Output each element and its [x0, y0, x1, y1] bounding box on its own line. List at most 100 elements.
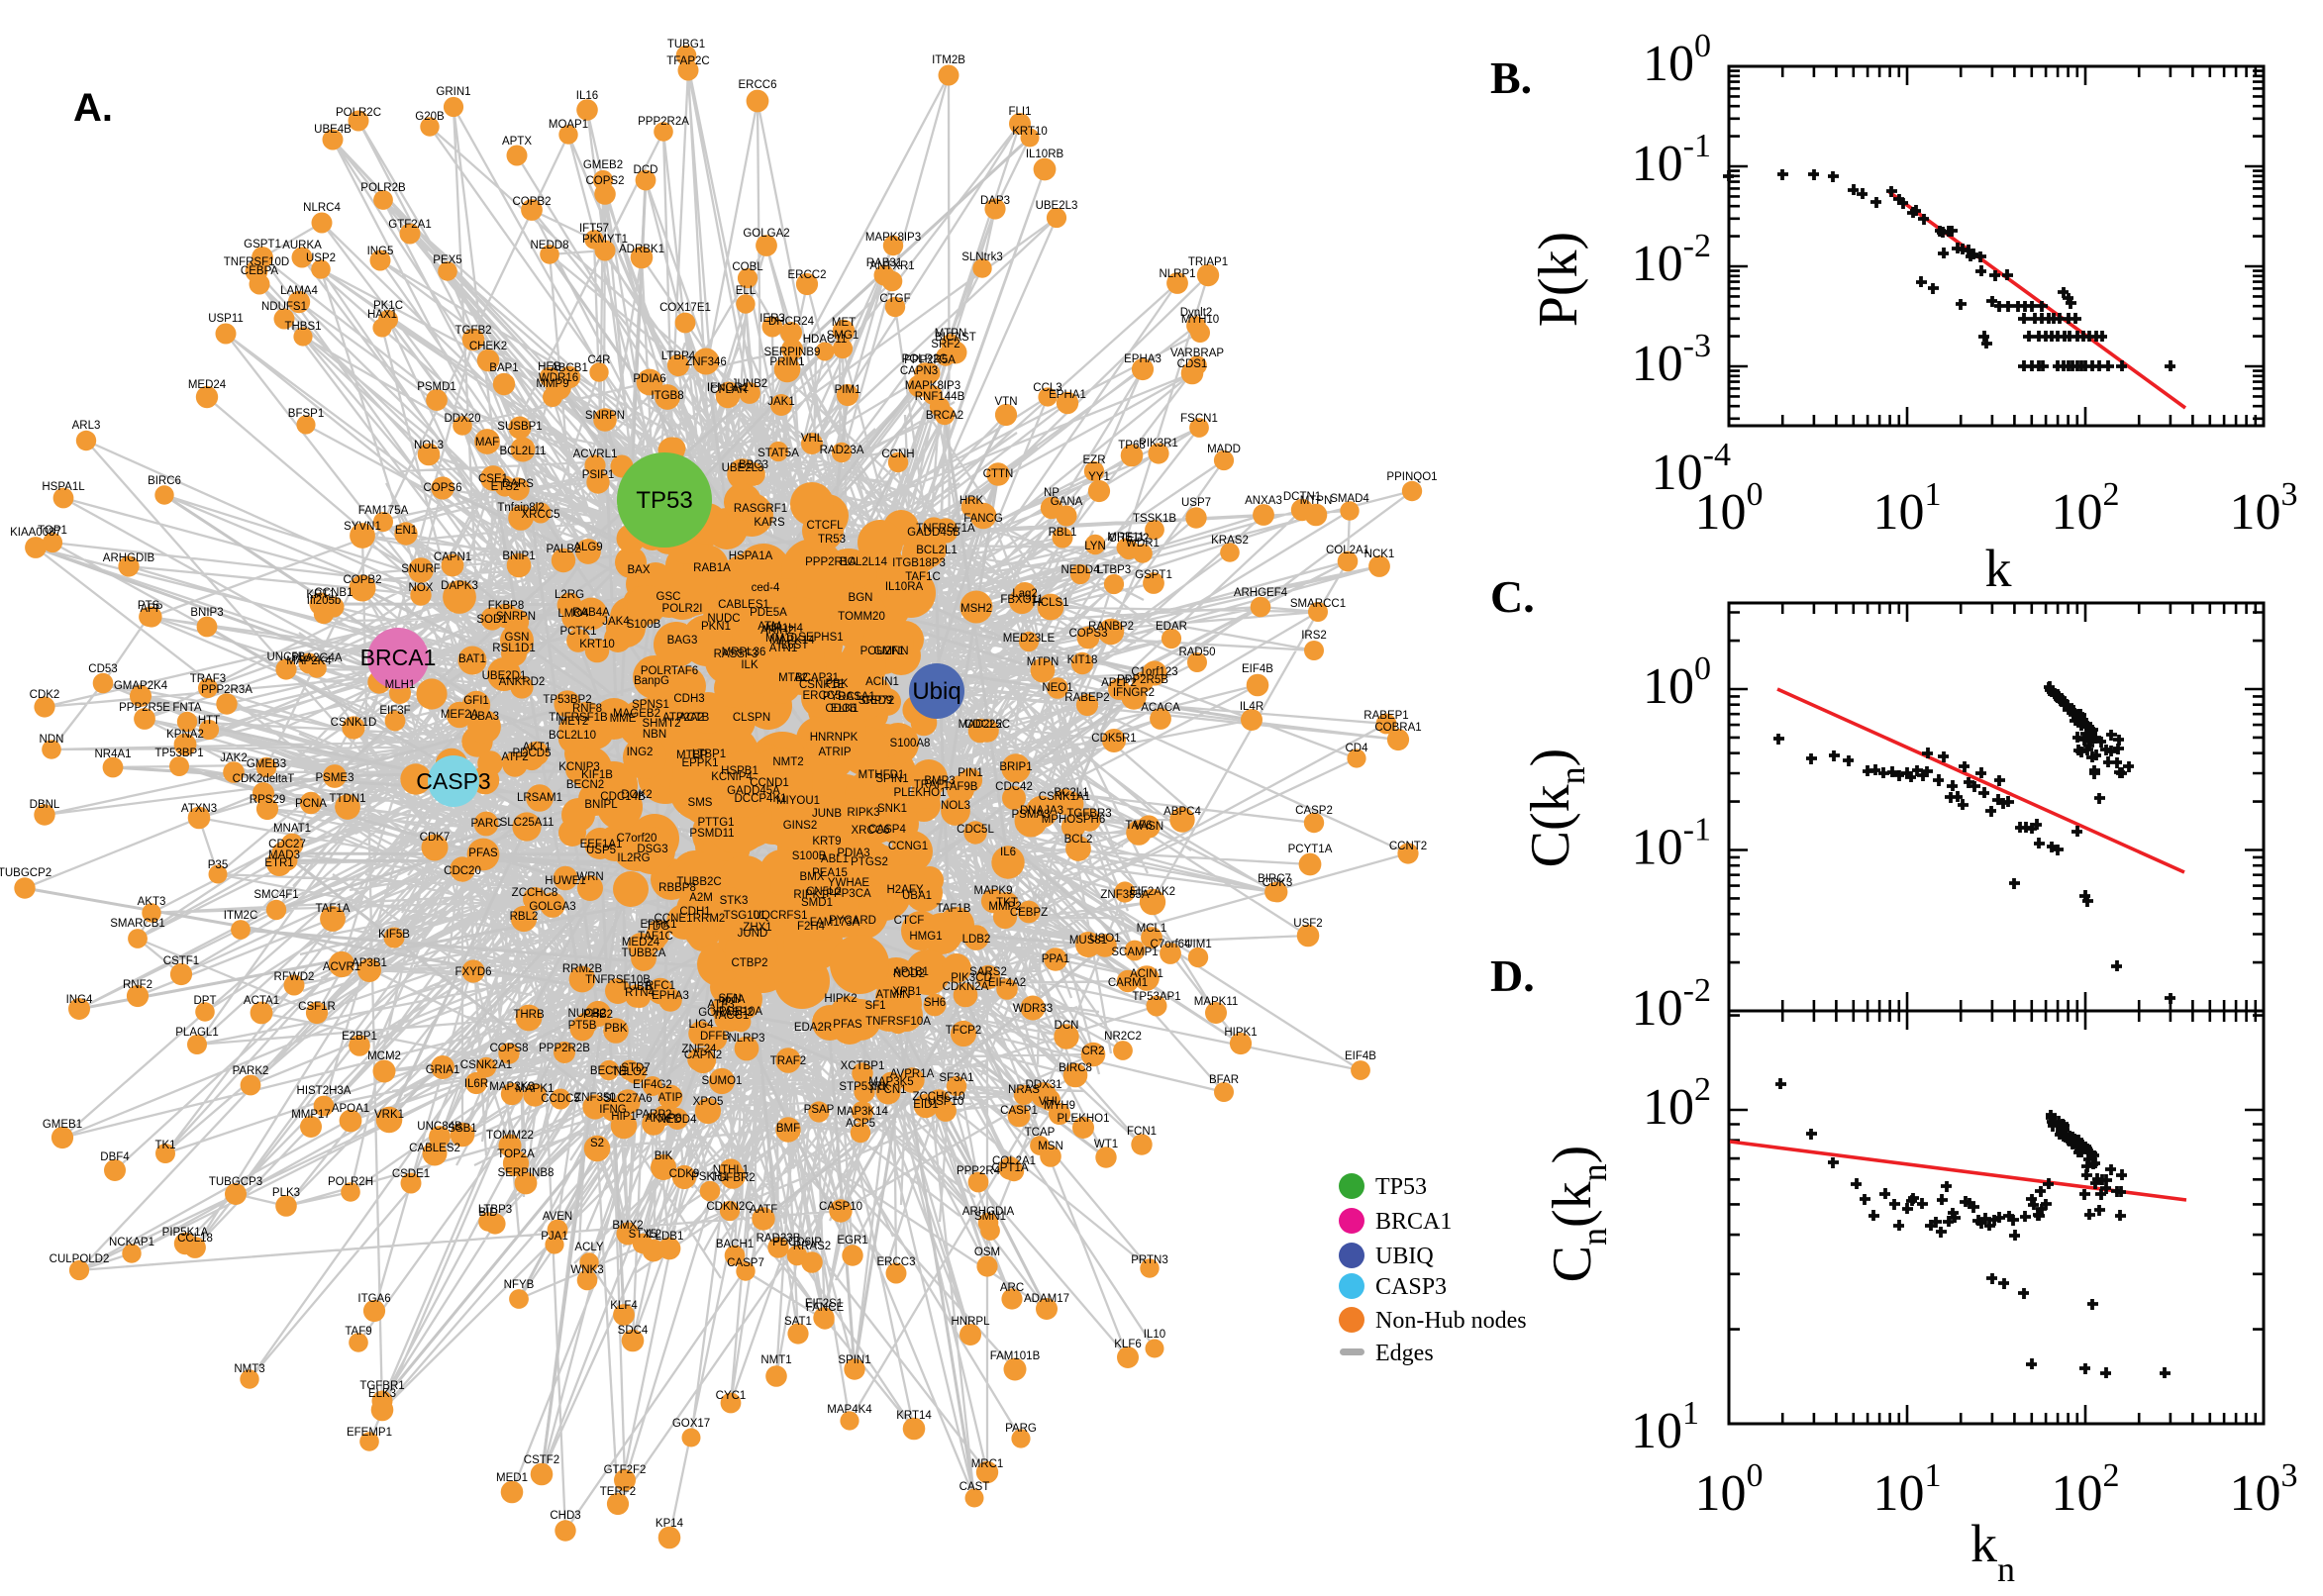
svg-text:HNRPL: HNRPL: [952, 1316, 991, 1328]
svg-text:JAK1: JAK1: [767, 396, 795, 408]
svg-text:IL6R: IL6R: [464, 1078, 488, 1090]
svg-text:YY1: YY1: [1088, 471, 1110, 483]
svg-text:BNIPL: BNIPL: [584, 799, 618, 811]
svg-text:EIF4G2: EIF4G2: [633, 1079, 672, 1091]
svg-text:COBRA1: COBRA1: [1374, 722, 1421, 734]
svg-text:UBE2L3: UBE2L3: [722, 462, 764, 474]
svg-text:GSPT1: GSPT1: [1135, 569, 1172, 581]
svg-text:MED1: MED1: [496, 1472, 528, 1484]
svg-text:RFC1: RFC1: [646, 980, 675, 992]
svg-text:PPINQO1: PPINQO1: [1386, 471, 1437, 483]
svg-text:ING5: ING5: [367, 246, 394, 257]
svg-text:EIF2AK2: EIF2AK2: [1130, 886, 1175, 898]
svg-text:KLF6: KLF6: [1114, 1339, 1142, 1350]
svg-text:CLSPN: CLSPN: [733, 712, 770, 724]
svg-text:USO1: USO1: [1089, 933, 1120, 945]
svg-text:CCNB1: CCNB1: [315, 587, 354, 599]
svg-text:CCDC5: CCDC5: [541, 1093, 580, 1105]
svg-text:VHL: VHL: [1039, 1096, 1061, 1108]
svg-text:SNK1: SNK1: [877, 803, 907, 815]
svg-text:ATF3: ATF3: [707, 999, 734, 1011]
svg-text:ACLY: ACLY: [574, 1242, 604, 1253]
svg-text:RPS29: RPS29: [250, 794, 285, 806]
svg-text:CASP3: CASP3: [1375, 1274, 1447, 1300]
svg-text:ZNF24: ZNF24: [681, 1044, 717, 1055]
svg-text:RASGRF1: RASGRF1: [734, 503, 787, 515]
svg-text:PLEKHO1: PLEKHO1: [893, 787, 946, 799]
svg-text:AATF: AATF: [750, 1204, 778, 1216]
svg-text:CTTN: CTTN: [983, 468, 1014, 480]
svg-text:MSN: MSN: [1038, 1141, 1063, 1152]
svg-text:TERF2: TERF2: [600, 1486, 636, 1498]
svg-text:GMEB2: GMEB2: [583, 159, 623, 171]
svg-text:KRT9: KRT9: [812, 836, 841, 848]
svg-text:LDB2: LDB2: [962, 934, 991, 946]
svg-text:SMARCB1: SMARCB1: [110, 918, 165, 930]
svg-text:FBXO11: FBXO11: [1000, 594, 1043, 606]
svg-text:RIPK1: RIPK1: [793, 889, 826, 901]
svg-text:XCTBP1: XCTBP1: [841, 1060, 885, 1072]
svg-text:KRT1: KRT1: [306, 589, 335, 601]
svg-text:TP53AP1: TP53AP1: [1132, 991, 1180, 1003]
svg-text:IRS2: IRS2: [1301, 630, 1327, 642]
svg-text:BNIP3: BNIP3: [190, 607, 223, 619]
svg-text:EEF1A1: EEF1A1: [580, 839, 623, 850]
svg-text:CFLAR: CFLAR: [710, 384, 748, 396]
svg-text:SMN1: SMN1: [974, 1211, 1006, 1223]
svg-text:G20B: G20B: [415, 111, 445, 123]
svg-text:TFAP2C: TFAP2C: [666, 55, 709, 67]
svg-text:SPIN1: SPIN1: [838, 1354, 870, 1366]
svg-text:CASP10: CASP10: [819, 1201, 862, 1213]
svg-text:MTPN: MTPN: [1027, 656, 1060, 668]
svg-text:BIRC8: BIRC8: [1059, 1062, 1092, 1074]
svg-text:PPP2R3A: PPP2R3A: [201, 684, 252, 696]
svg-text:BCL2L14: BCL2L14: [840, 556, 888, 568]
svg-text:TNFRSF1B: TNFRSF1B: [549, 712, 608, 724]
svg-text:COPS3: COPS3: [1069, 628, 1108, 640]
svg-text:C.: C.: [1490, 571, 1535, 622]
svg-text:SDC4: SDC4: [618, 1325, 649, 1337]
svg-text:NCKAP1: NCKAP1: [109, 1237, 154, 1248]
svg-text:ERCC3: ERCC3: [877, 1256, 916, 1268]
svg-text:GOX17: GOX17: [672, 1418, 710, 1430]
svg-text:PSAP: PSAP: [804, 1104, 835, 1116]
svg-text:KRAS2: KRAS2: [1211, 535, 1249, 547]
svg-text:RNF144B: RNF144B: [915, 391, 965, 403]
svg-text:FLI1: FLI1: [1008, 106, 1031, 118]
svg-text:CULPOLD2: CULPOLD2: [50, 1253, 110, 1265]
svg-text:NCK1: NCK1: [1364, 549, 1395, 560]
svg-text:LTBP3: LTBP3: [478, 1204, 512, 1216]
svg-text:IL2: IL2: [646, 1229, 661, 1241]
svg-text:ZNF346: ZNF346: [685, 356, 727, 368]
svg-text:TAF9: TAF9: [345, 1326, 371, 1338]
svg-text:PSKH1: PSKH1: [691, 1171, 729, 1183]
svg-text:MUS81: MUS81: [1069, 935, 1107, 947]
svg-text:HSPA1A: HSPA1A: [729, 550, 773, 562]
svg-text:Ubiq: Ubiq: [912, 678, 960, 705]
svg-text:CASP3: CASP3: [416, 768, 490, 794]
svg-text:S100B: S100B: [792, 850, 827, 862]
svg-text:PDE10A: PDE10A: [719, 1006, 762, 1018]
svg-text:TP53: TP53: [1375, 1174, 1427, 1200]
svg-text:PJA1: PJA1: [541, 1231, 568, 1243]
svg-text:TGFBR1: TGFBR1: [359, 1380, 404, 1392]
svg-text:SMD1: SMD1: [801, 897, 833, 909]
svg-text:USP2: USP2: [306, 252, 336, 264]
svg-text:KIAA0087: KIAA0087: [10, 527, 61, 539]
svg-text:IFNGR1: IFNGR1: [707, 382, 749, 394]
svg-text:PTGS2: PTGS2: [851, 856, 888, 868]
svg-text:SPIN1: SPIN1: [875, 773, 908, 785]
svg-text:MSH2: MSH2: [960, 603, 992, 615]
svg-text:ACTB: ACTB: [679, 712, 710, 724]
svg-text:KIF5B: KIF5B: [378, 929, 410, 941]
svg-text:CYC1: CYC1: [716, 1390, 747, 1402]
svg-text:C7orf20: C7orf20: [617, 833, 657, 845]
svg-text:EN1: EN1: [395, 525, 417, 537]
svg-text:BAP1: BAP1: [489, 362, 518, 374]
svg-text:RAB4A: RAB4A: [572, 607, 610, 619]
svg-text:Lag2: Lag2: [1012, 588, 1038, 600]
svg-text:PLEKHO1: PLEKHO1: [1057, 1113, 1109, 1125]
svg-text:BMX: BMX: [800, 871, 825, 883]
svg-text:VARBRAP: VARBRAP: [1170, 348, 1224, 359]
svg-text:BNIP1: BNIP1: [502, 550, 535, 562]
